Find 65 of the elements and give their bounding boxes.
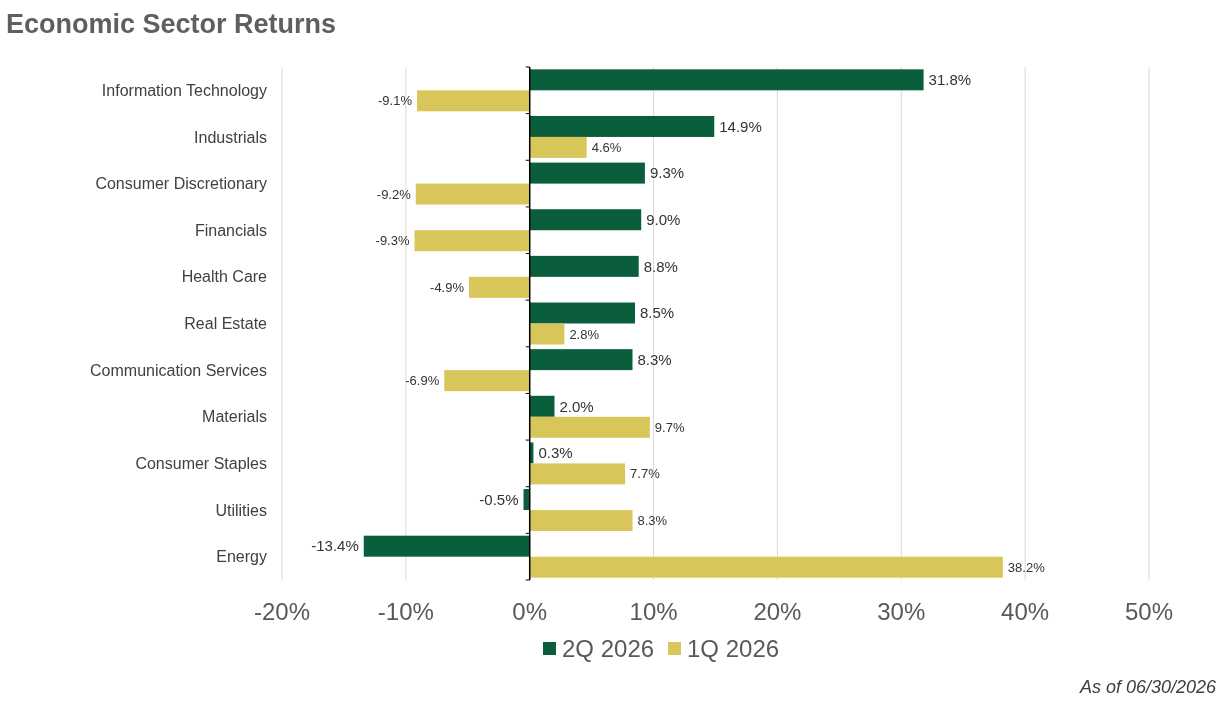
bar [415, 183, 530, 205]
bar [363, 535, 530, 557]
data-label: 8.3% [637, 350, 672, 368]
data-label: -4.9% [430, 279, 465, 295]
x-tick-label: 40% [1001, 598, 1050, 625]
y-tick-label: Consumer Staples [135, 455, 267, 473]
x-tick-label: 50% [1124, 598, 1174, 625]
bar [529, 136, 587, 158]
data-label: 2.0% [559, 397, 594, 415]
bar [529, 323, 565, 345]
data-label: 2.8% [569, 326, 600, 342]
bar [529, 556, 1003, 578]
y-tick-label: Energy [216, 548, 267, 566]
legend-label: 2Q 2026 [562, 635, 655, 662]
data-label: 14.9% [719, 117, 762, 135]
y-tick-label: Information Technology [101, 81, 267, 99]
text: As of 06/30/2026 [1078, 677, 1217, 697]
data-label: -6.9% [405, 373, 440, 389]
x-tick-label: -10% [377, 598, 434, 625]
bar [529, 416, 650, 438]
bar [529, 395, 555, 417]
chart-title: Economic Sector Returns [6, 9, 337, 39]
y-tick-label: Financials [194, 221, 267, 239]
x-tick-label: -20% [253, 598, 311, 625]
y-tick-label: Industrials [194, 128, 267, 146]
data-label: -9.1% [378, 93, 413, 109]
y-tick-label: Materials [202, 408, 267, 426]
bar [529, 162, 645, 184]
data-label: 38.2% [1007, 559, 1046, 575]
bar [529, 510, 633, 532]
bar [529, 349, 633, 371]
data-label: 31.8% [928, 71, 972, 89]
bar [529, 302, 635, 324]
data-label: -13.4% [311, 537, 359, 555]
bar [417, 90, 530, 112]
y-tick-label: Health Care [181, 268, 268, 286]
data-label: 9.7% [654, 419, 685, 435]
data-label: 8.5% [639, 304, 675, 322]
bar [469, 276, 530, 298]
data-label: 7.7% [630, 466, 661, 482]
data-label: 9.3% [649, 164, 685, 182]
data-label: -0.5% [479, 490, 519, 508]
data-label: 4.6% [591, 140, 622, 155]
y-tick-label: Communication Services [90, 361, 267, 379]
x-tick-label: 20% [753, 598, 802, 625]
data-label: -9.3% [375, 233, 410, 249]
data-label: 8.8% [643, 257, 678, 275]
x-tick-label: 10% [629, 598, 678, 625]
y-tick-label: Consumer Discretionary [95, 175, 267, 193]
bar [529, 115, 715, 137]
x-tick-label: 30% [877, 598, 926, 625]
legend-label: 1Q 2026 [687, 635, 780, 662]
x-tick-label: 0% [512, 598, 548, 625]
bar [444, 370, 530, 392]
bar [414, 230, 530, 252]
data-label: 9.0% [646, 210, 681, 228]
y-tick-label: Utilities [215, 501, 267, 519]
bar [529, 463, 626, 485]
data-label: -9.2% [376, 186, 412, 202]
data-label: 0.3% [538, 444, 573, 462]
bar [529, 209, 642, 231]
y-tick-label: Real Estate [184, 315, 268, 333]
data-label: 8.3% [637, 513, 668, 529]
bar [529, 69, 924, 91]
bar [529, 255, 639, 277]
